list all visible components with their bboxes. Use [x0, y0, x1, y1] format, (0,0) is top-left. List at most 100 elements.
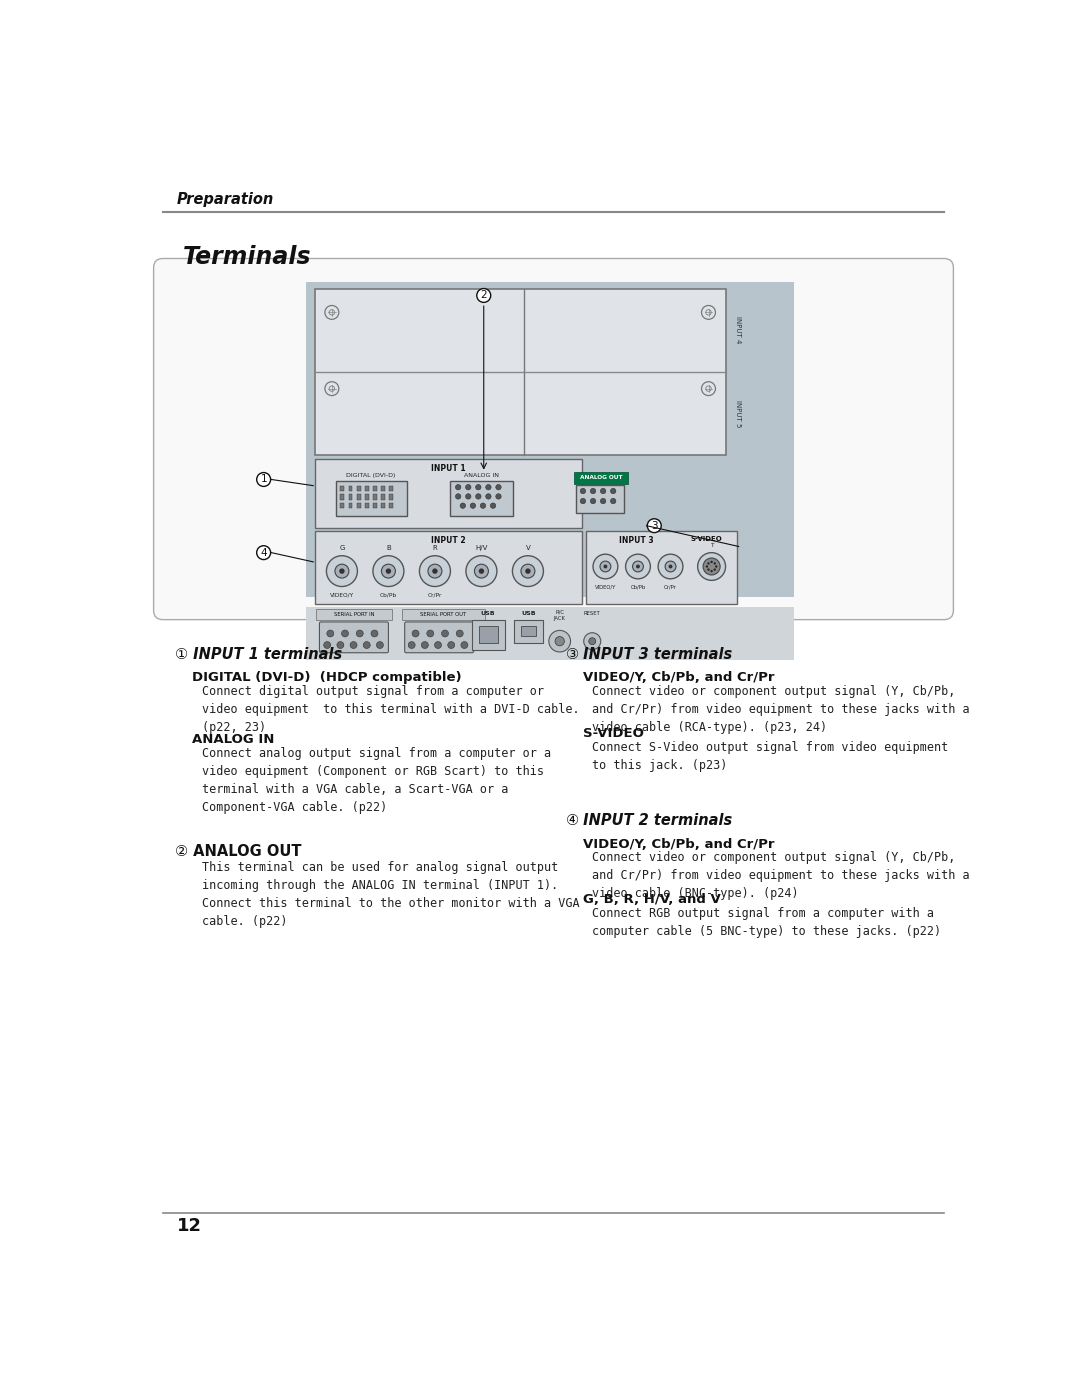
Circle shape: [714, 569, 716, 571]
Circle shape: [465, 493, 471, 499]
Circle shape: [326, 556, 357, 587]
Text: 3: 3: [651, 521, 658, 531]
Text: ANALOG IN: ANALOG IN: [192, 733, 274, 746]
FancyBboxPatch shape: [586, 531, 738, 605]
Circle shape: [327, 630, 334, 637]
Text: USB: USB: [522, 610, 536, 616]
Text: 2: 2: [481, 291, 487, 300]
Bar: [356, 495, 361, 500]
FancyBboxPatch shape: [405, 622, 474, 652]
Text: Cr/Pr: Cr/Pr: [664, 585, 677, 590]
Circle shape: [525, 569, 530, 574]
Text: This terminal can be used for analog signal output
incoming through the ANALOG I: This terminal can be used for analog sig…: [202, 861, 579, 928]
Circle shape: [335, 564, 349, 578]
Circle shape: [381, 564, 395, 578]
Text: INPUT 2: INPUT 2: [431, 535, 465, 545]
Text: Connect analog output signal from a computer or a
video equipment (Component or : Connect analog output signal from a comp…: [202, 746, 551, 813]
Circle shape: [496, 485, 501, 490]
FancyBboxPatch shape: [320, 622, 389, 652]
Text: R: R: [433, 545, 437, 550]
FancyBboxPatch shape: [316, 609, 392, 620]
Circle shape: [703, 557, 720, 576]
Circle shape: [490, 503, 496, 509]
Text: Preparation: Preparation: [177, 193, 274, 208]
Text: Connect video or component output signal (Y, Cb/Pb,
and Cr/Pr) from video equipm: Connect video or component output signal…: [592, 685, 970, 733]
Text: USB: USB: [481, 610, 495, 616]
Circle shape: [386, 569, 391, 574]
Circle shape: [257, 472, 271, 486]
Bar: [373, 495, 377, 500]
Text: G, B, R, H/V, and V: G, B, R, H/V, and V: [583, 893, 720, 907]
Text: INPUT 5: INPUT 5: [735, 400, 741, 427]
Circle shape: [600, 489, 606, 493]
Bar: [365, 486, 368, 490]
Circle shape: [257, 546, 271, 560]
Circle shape: [521, 564, 535, 578]
FancyBboxPatch shape: [153, 258, 954, 620]
Circle shape: [324, 641, 330, 648]
Text: JACK: JACK: [554, 616, 566, 620]
Text: INPUT 3: INPUT 3: [619, 535, 653, 545]
Text: VIDEO/Y, Cb/Pb, and Cr/Pr: VIDEO/Y, Cb/Pb, and Cr/Pr: [583, 838, 774, 851]
Circle shape: [377, 641, 383, 648]
Circle shape: [460, 503, 465, 509]
Text: VIDEO/Y: VIDEO/Y: [329, 592, 354, 598]
Circle shape: [591, 499, 596, 504]
Circle shape: [610, 489, 616, 493]
Text: B: B: [386, 545, 391, 550]
Text: INPUT 2 terminals: INPUT 2 terminals: [578, 813, 732, 828]
FancyBboxPatch shape: [573, 472, 627, 485]
Circle shape: [625, 555, 650, 578]
Circle shape: [481, 503, 486, 509]
Circle shape: [636, 564, 640, 569]
Circle shape: [555, 637, 565, 645]
Text: ANALOG IN: ANALOG IN: [464, 472, 499, 478]
Text: INPUT 3 terminals: INPUT 3 terminals: [578, 647, 732, 662]
Text: ③: ③: [566, 647, 579, 662]
Circle shape: [475, 485, 481, 490]
Text: ④: ④: [566, 813, 579, 828]
Text: Connect digital output signal from a computer or
video equipment  to this termin: Connect digital output signal from a com…: [202, 685, 579, 733]
Circle shape: [633, 562, 644, 571]
Circle shape: [339, 569, 345, 574]
Text: S-VIDEO: S-VIDEO: [690, 535, 723, 542]
Circle shape: [610, 499, 616, 504]
Text: VIDEO/Y: VIDEO/Y: [595, 585, 616, 590]
Text: H/V: H/V: [475, 545, 487, 550]
Circle shape: [593, 555, 618, 578]
Text: T: T: [710, 543, 714, 549]
Circle shape: [413, 630, 419, 637]
FancyBboxPatch shape: [314, 531, 582, 605]
Circle shape: [549, 630, 570, 652]
Text: SERIAL PORT IN: SERIAL PORT IN: [334, 612, 375, 617]
Text: ANALOG OUT: ANALOG OUT: [580, 475, 622, 481]
FancyBboxPatch shape: [480, 626, 498, 643]
Bar: [356, 503, 361, 509]
Bar: [373, 486, 377, 490]
Circle shape: [589, 637, 596, 644]
Text: G: G: [339, 545, 345, 550]
Bar: [373, 503, 377, 509]
FancyBboxPatch shape: [521, 626, 536, 636]
Text: S-VIDEO: S-VIDEO: [583, 726, 644, 739]
Text: Cb/Pb: Cb/Pb: [631, 585, 646, 590]
Text: SERIAL PORT OUT: SERIAL PORT OUT: [420, 612, 467, 617]
FancyBboxPatch shape: [314, 289, 726, 455]
Text: Connect video or component output signal (Y, Cb/Pb,
and Cr/Pr) from video equipm: Connect video or component output signal…: [592, 851, 970, 901]
Text: Connect RGB output signal from a computer with a
computer cable (5 BNC-type) to : Connect RGB output signal from a compute…: [592, 907, 942, 937]
Circle shape: [600, 499, 606, 504]
Circle shape: [356, 630, 363, 637]
Circle shape: [448, 641, 455, 648]
Circle shape: [512, 556, 543, 587]
Circle shape: [363, 641, 370, 648]
Circle shape: [647, 518, 661, 532]
Circle shape: [496, 493, 501, 499]
Circle shape: [434, 641, 442, 648]
Text: 1: 1: [260, 475, 267, 485]
Circle shape: [442, 630, 448, 637]
Circle shape: [486, 485, 491, 490]
Circle shape: [475, 493, 481, 499]
Text: DIGITAL (DVI-D)  (HDCP compatible): DIGITAL (DVI-D) (HDCP compatible): [192, 671, 462, 685]
Circle shape: [669, 564, 673, 569]
FancyBboxPatch shape: [402, 609, 485, 620]
